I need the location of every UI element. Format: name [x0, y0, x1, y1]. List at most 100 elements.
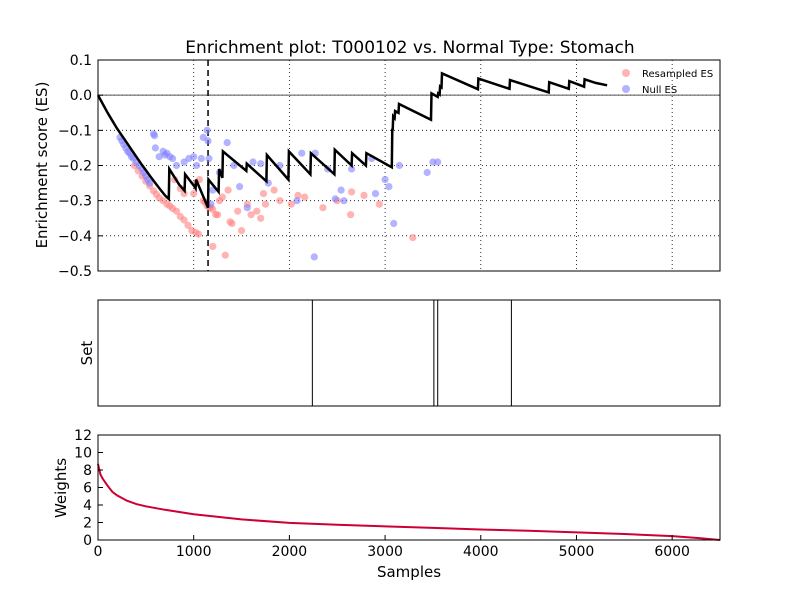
es-y-tick-label-4: −0.1 [58, 123, 92, 139]
null-es-point-57 [395, 161, 403, 170]
null-es-point-60 [434, 158, 442, 166]
null-es-point-53 [371, 190, 380, 198]
set-panel: Set [78, 299, 721, 407]
resampled-es-point-12 [172, 207, 181, 215]
resampled-es-point-18 [194, 230, 203, 238]
weights-y-tick-label-6: 12 [74, 428, 92, 444]
null-es-point-55 [385, 183, 393, 191]
weights-y-axis-ticks: 02 46 810 12 [74, 428, 103, 549]
null-es-point-40 [249, 158, 257, 166]
resampled-es-point-21 [180, 190, 188, 198]
null-es-point-49 [337, 186, 345, 194]
resampled-es-point-22 [190, 190, 198, 198]
x-axis-label: Samples [377, 563, 441, 581]
x-tick-label-4: 4000 [463, 544, 499, 560]
weights-y-tick-label-4: 8 [83, 463, 92, 479]
es-y-tick-label-1: −0.4 [58, 229, 92, 245]
resampled-es-point-52 [301, 193, 309, 201]
weights-panel: 02 46 810 12 0 1000 2000 3000 4000 5000 6000 Weig… [52, 428, 721, 581]
null-es-point-39 [243, 204, 251, 212]
resampled-es-point-49 [276, 197, 284, 205]
null-es-point-58 [423, 168, 431, 177]
set-hit-lines [311, 300, 512, 406]
null-es-point-48 [331, 195, 339, 203]
es-y-tick-label-6: 0.1 [70, 53, 92, 69]
es-y-axis-ticks: −0.5 −0.4 −0.3 −0.2 −0.1 0.0 0.1 [58, 53, 103, 280]
null-es-point-41 [257, 160, 265, 168]
null-es-point-54 [381, 176, 389, 184]
null-es-point-61 [310, 253, 318, 261]
resampled-es-point-59 [409, 234, 417, 242]
x-tick-label-0: 0 [94, 544, 103, 560]
weights-y-tick-label-5: 10 [74, 446, 92, 462]
legend-resampled-label: Resampled ES [642, 69, 713, 80]
set-y-axis-label: Set [78, 341, 96, 366]
resampled-es-point-36 [221, 251, 229, 259]
x-tick-label-6: 6000 [654, 544, 690, 560]
legend-null-swatch [622, 85, 630, 93]
resampled-es-point-58 [375, 200, 383, 208]
es-running-sum-line [96, 71, 608, 209]
resampled-es-point-14 [180, 216, 188, 224]
null-es-point-36 [223, 139, 231, 147]
x-tick-label-1: 1000 [176, 544, 212, 560]
resampled-es-point-46 [259, 190, 268, 198]
null-es-point-14 [146, 179, 154, 187]
resampled-es-point-40 [234, 207, 242, 215]
es-y-tick-label-0: −0.5 [58, 264, 92, 280]
null-es-point-45 [298, 149, 306, 157]
resampled-es-point-37 [224, 186, 232, 194]
null-es-point-23 [169, 154, 177, 163]
legend-null-label: Null ES [642, 85, 677, 96]
resampled-es-point-15 [184, 221, 192, 229]
resampled-es-point-41 [237, 227, 246, 235]
null-es-point-29 [197, 154, 205, 163]
legend-resampled-swatch [622, 69, 630, 77]
x-tick-label-2: 2000 [272, 544, 308, 560]
null-es-point-56 [390, 219, 398, 228]
resampled-es-point-43 [247, 211, 255, 219]
null-es-point-51 [348, 165, 356, 173]
es-y-tick-label-5: 0.0 [70, 88, 92, 104]
es-y-tick-label-2: −0.3 [58, 194, 92, 210]
resampled-es-point-55 [347, 211, 355, 219]
weights-y-tick-label-0: 0 [83, 533, 92, 549]
resampled-es-point-47 [261, 200, 270, 208]
null-es-point-50 [340, 197, 348, 205]
null-es-point-32 [204, 137, 212, 145]
null-es-point-37 [230, 161, 238, 170]
set-plot-frame [97, 299, 721, 407]
resampled-es-point-48 [270, 186, 278, 194]
resampled-es-point-45 [257, 214, 265, 222]
null-es-point-38 [236, 183, 244, 191]
es-y-tick-label-3: −0.2 [58, 159, 92, 175]
resampled-es-point-33 [209, 242, 217, 250]
weights-y-tick-label-1: 2 [83, 516, 92, 532]
weights-curve [97, 463, 721, 541]
resampled-es-point-57 [360, 191, 368, 199]
resampled-es-point-50 [287, 200, 295, 208]
null-es-point-33 [205, 154, 213, 163]
null-es-point-44 [293, 197, 301, 205]
weights-y-tick-label-3: 6 [83, 481, 92, 497]
resampled-es-point-35 [218, 193, 226, 201]
null-es-point-17 [151, 144, 159, 152]
es-y-axis-label: Enrichment score (ES) [33, 82, 51, 249]
weights-y-tick-label-2: 4 [83, 498, 92, 514]
resampled-es-point-56 [348, 188, 356, 196]
resampled-es-point-53 [319, 204, 327, 212]
null-es-point-24 [172, 161, 181, 170]
enrichment-score-panel: −0.5 −0.4 −0.3 −0.2 −0.1 0.0 0.1 Enrichment sc… [33, 53, 721, 280]
null-es-point-31 [203, 126, 211, 134]
legend: Resampled ES Null ES [622, 69, 713, 96]
x-tick-label-3: 3000 [367, 544, 403, 560]
chart-title: Enrichment plot: T000102 vs. Normal Type… [185, 38, 634, 58]
null-es-point-27 [190, 153, 198, 161]
null-es-point-18 [155, 153, 163, 161]
null-es-point-16 [150, 132, 159, 140]
weights-y-axis-label: Weights [52, 458, 70, 518]
null-es-point-28 [193, 161, 201, 170]
resampled-es-point-39 [228, 219, 236, 228]
resampled-es-point-32 [214, 211, 222, 219]
